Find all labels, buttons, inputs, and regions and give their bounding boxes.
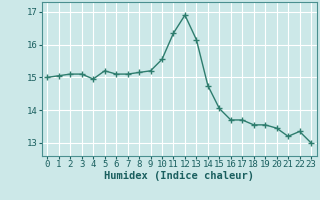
X-axis label: Humidex (Indice chaleur): Humidex (Indice chaleur): [104, 171, 254, 181]
